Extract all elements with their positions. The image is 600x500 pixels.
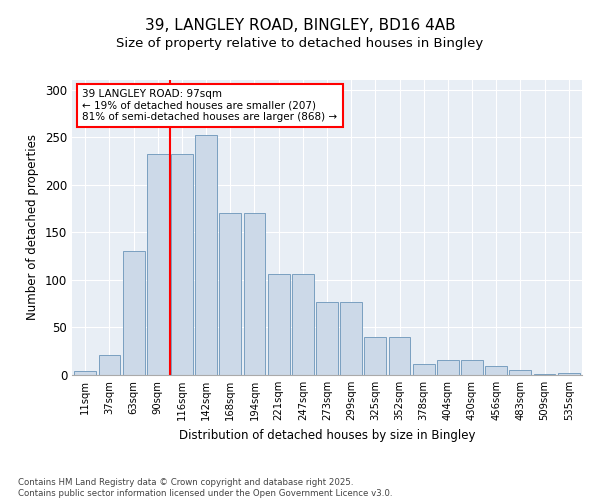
Text: 39, LANGLEY ROAD, BINGLEY, BD16 4AB: 39, LANGLEY ROAD, BINGLEY, BD16 4AB [145,18,455,32]
Bar [147,154,169,375]
Bar [98,355,121,375]
Bar [316,302,338,375]
Bar [558,373,580,375]
Bar [74,371,96,375]
Bar [533,374,556,375]
Bar [171,154,193,375]
Bar [292,274,314,375]
Bar [195,135,217,375]
Bar [461,360,483,375]
Bar [413,364,434,375]
Bar [437,360,459,375]
Bar [268,274,290,375]
Text: Size of property relative to detached houses in Bingley: Size of property relative to detached ho… [116,38,484,51]
Bar [220,213,241,375]
Text: Contains HM Land Registry data © Crown copyright and database right 2025.
Contai: Contains HM Land Registry data © Crown c… [18,478,392,498]
Bar [123,252,145,375]
Bar [389,337,410,375]
Bar [340,302,362,375]
Y-axis label: Number of detached properties: Number of detached properties [26,134,40,320]
Bar [244,213,265,375]
X-axis label: Distribution of detached houses by size in Bingley: Distribution of detached houses by size … [179,428,475,442]
Text: 39 LANGLEY ROAD: 97sqm
← 19% of detached houses are smaller (207)
81% of semi-de: 39 LANGLEY ROAD: 97sqm ← 19% of detached… [82,89,337,122]
Bar [485,366,507,375]
Bar [509,370,531,375]
Bar [364,337,386,375]
